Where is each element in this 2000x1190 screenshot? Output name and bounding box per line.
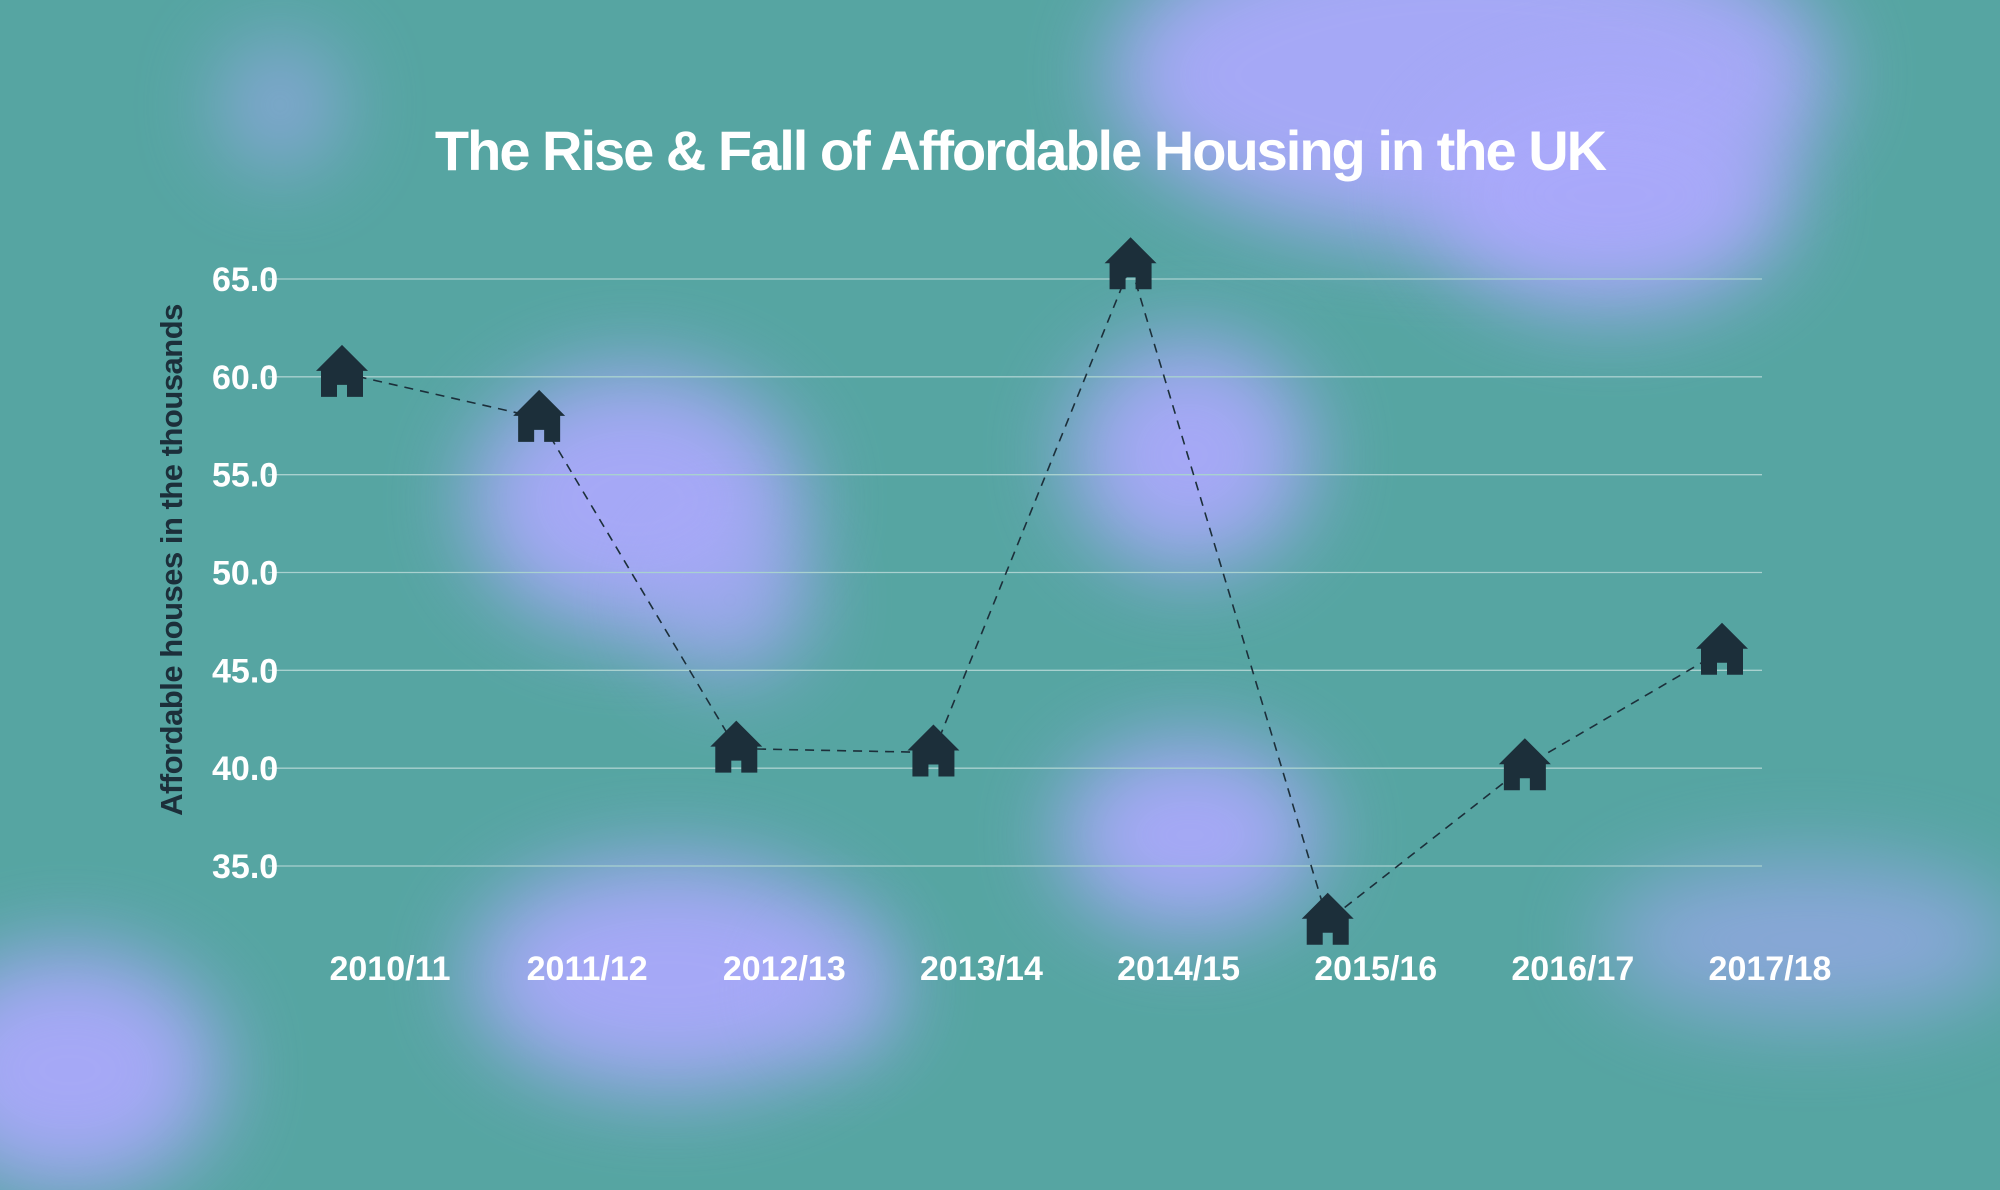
x-tick-label: 2015/16 [1314,950,1437,988]
x-tick-label: 2013/14 [920,950,1043,988]
x-tick-label: 2016/17 [1511,950,1634,988]
x-tick-label: 2010/11 [329,950,450,988]
y-tick-label: 60.0 [212,359,278,397]
background-blob [1600,860,2000,1020]
y-axis-ticks: 65.0 60.0 55.0 50.0 45.0 40.0 35.0 [212,261,278,886]
x-tick-label: 2017/18 [1709,950,1832,988]
y-tick-label: 55.0 [212,457,278,495]
x-tick-label: 2012/13 [723,950,846,988]
house-icon [907,724,960,777]
y-tick-label: 65.0 [212,261,278,299]
house-icon [1696,622,1748,675]
house-icon [513,389,566,442]
house-icon [710,720,763,773]
chart-title: The Rise & Fall of Affordable Housing in… [434,119,1607,182]
background-blob [220,40,340,170]
background-blob [780,930,900,1050]
background-blob [650,520,810,680]
series-line [341,262,1723,923]
x-axis-ticks: 2010/11 2011/12 2012/13 2013/14 2014/15 2015/… [329,950,1831,988]
y-tick-label: 50.0 [212,555,278,593]
house-icon [1104,237,1157,290]
y-tick-label: 45.0 [212,652,278,690]
x-tick-label: 2014/15 [1117,950,1240,988]
line-chart: 65.0 60.0 55.0 50.0 45.0 40.0 35.0 2010/11 2011… [212,237,1831,988]
y-tick-label: 35.0 [212,848,278,886]
house-icon [316,344,368,397]
data-markers [316,237,1748,945]
house-icon [1301,892,1354,945]
background-blob [1430,80,1790,310]
background-blob [1060,740,1320,930]
y-tick-label: 40.0 [212,750,278,788]
house-icon [1498,738,1551,791]
gridlines [268,278,1762,867]
background-blob [1070,340,1310,570]
x-tick-label: 2011/12 [527,950,648,988]
